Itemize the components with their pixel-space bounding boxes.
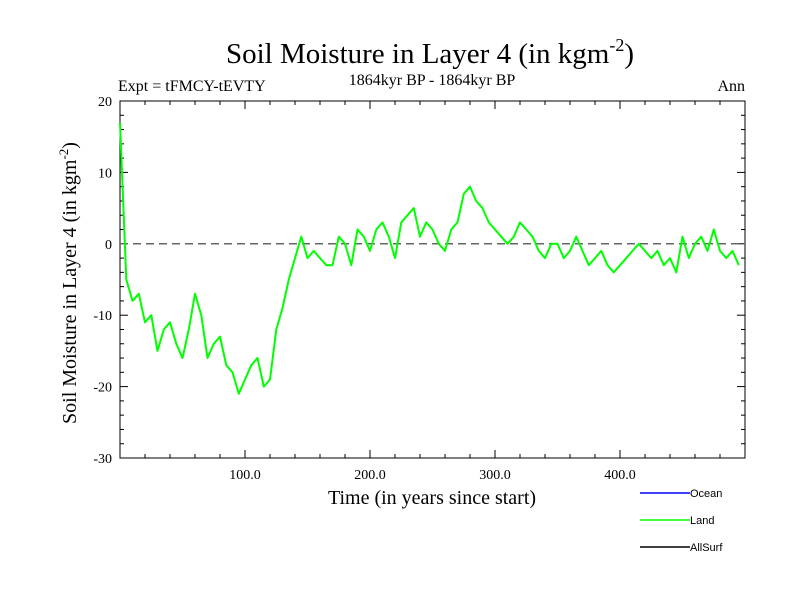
chart-title-text: Soil Moisture in Layer 4 (in kgm	[226, 38, 610, 70]
y-tick-label: -10	[93, 309, 112, 324]
x-tick-label: 300.0	[479, 468, 511, 483]
season-label: Ann	[717, 78, 745, 95]
x-tick-label: 100.0	[229, 468, 261, 483]
y-axis-label: Soil Moisture in Layer 4 (in kgm-2)	[56, 142, 81, 424]
y-axis-label-close: )	[59, 142, 81, 149]
chart-title-close: )	[624, 38, 634, 70]
y-tick-label: 10	[98, 166, 112, 181]
x-axis-label: Time (in years since start)	[328, 487, 536, 509]
plot-frame	[119, 100, 746, 459]
experiment-label: Expt = tFMCY-tEVTY	[118, 78, 266, 95]
x-tick-label: 200.0	[354, 468, 386, 483]
y-tick-label: 0	[105, 238, 112, 253]
legend-label-allsurf: AllSurf	[690, 542, 723, 554]
legend-label-ocean: Ocean	[690, 488, 722, 500]
y-axis: -30 -20 -10 0 10 20	[93, 95, 745, 467]
legend-label-land: Land	[690, 515, 714, 527]
legend: Ocean Land AllSurf	[640, 488, 723, 554]
y-tick-label: -30	[93, 452, 112, 467]
period-label: 1864kyr BP - 1864kyr BP	[349, 72, 516, 89]
chart-title: Soil Moisture in Layer 4 (in kgm-2)	[226, 35, 634, 70]
series-group	[119, 122, 740, 395]
series-line-land	[119, 122, 740, 395]
x-tick-label: 400.0	[604, 468, 636, 483]
y-tick-label: -20	[93, 381, 112, 396]
y-tick-label: 20	[98, 95, 112, 110]
chart-title-superscript: -2	[609, 35, 624, 55]
x-axis: 100.0 200.0 300.0 400.0	[144, 101, 721, 483]
y-axis-label-superscript: -2	[56, 149, 71, 160]
y-axis-label-text: Soil Moisture in Layer 4 (in kgm	[59, 159, 81, 424]
